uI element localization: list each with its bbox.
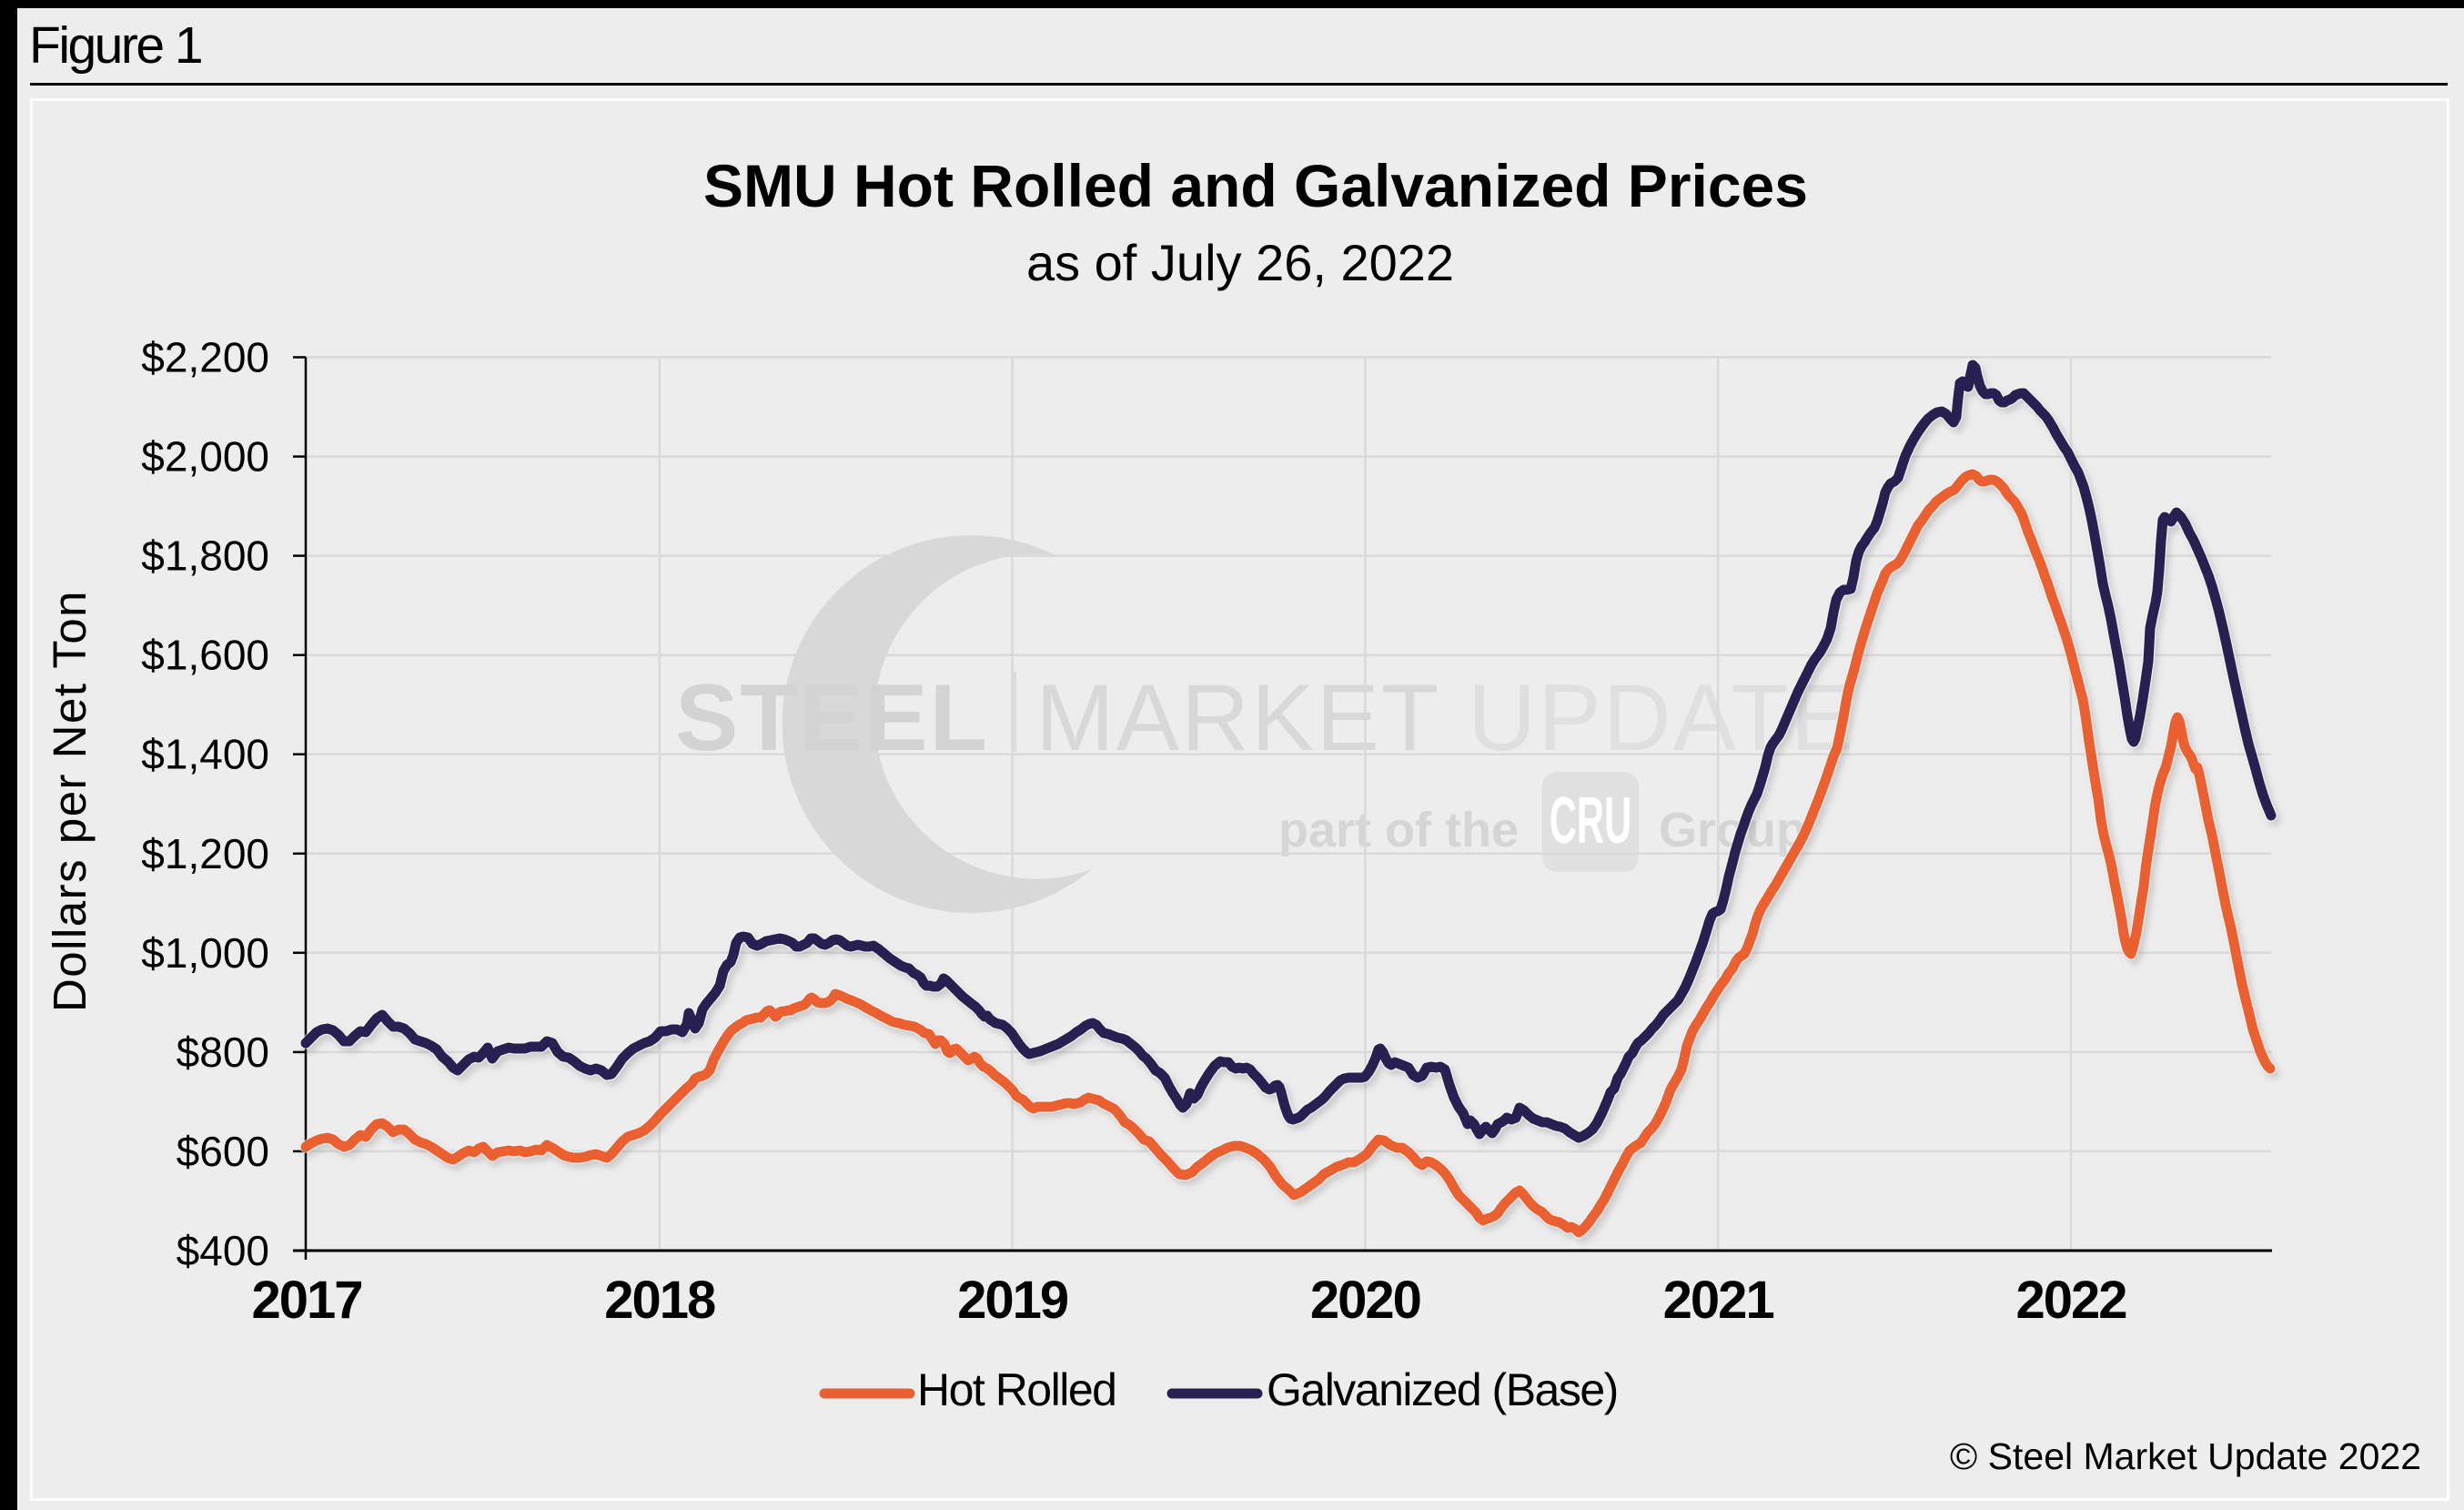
svg-text:$600: $600 [177,1128,269,1175]
svg-text:$400: $400 [177,1227,269,1274]
svg-text:$1,600: $1,600 [141,632,269,679]
svg-text:$2,000: $2,000 [141,433,269,481]
svg-text:Hot Rolled: Hot Rolled [917,1364,1116,1415]
svg-text:2017: 2017 [251,1271,361,1330]
svg-text:Dollars per Net Ton: Dollars per Net Ton [44,590,96,1012]
svg-text:$1,400: $1,400 [141,731,269,778]
svg-text:$1,800: $1,800 [141,532,269,580]
svg-text:$1,000: $1,000 [141,929,269,977]
svg-text:$800: $800 [177,1029,269,1076]
svg-text:part of the: part of the [1278,803,1519,857]
svg-text:2020: 2020 [1310,1271,1420,1330]
svg-text:2022: 2022 [2015,1271,2126,1330]
svg-text:Galvanized (Base): Galvanized (Base) [1267,1364,1618,1415]
svg-text:CRU: CRU [1550,785,1631,857]
svg-text:2019: 2019 [957,1271,1068,1330]
svg-text:2021: 2021 [1663,1271,1774,1330]
svg-text:$2,200: $2,200 [141,334,269,381]
svg-text:2018: 2018 [604,1271,715,1330]
svg-text:$1,200: $1,200 [141,830,269,877]
